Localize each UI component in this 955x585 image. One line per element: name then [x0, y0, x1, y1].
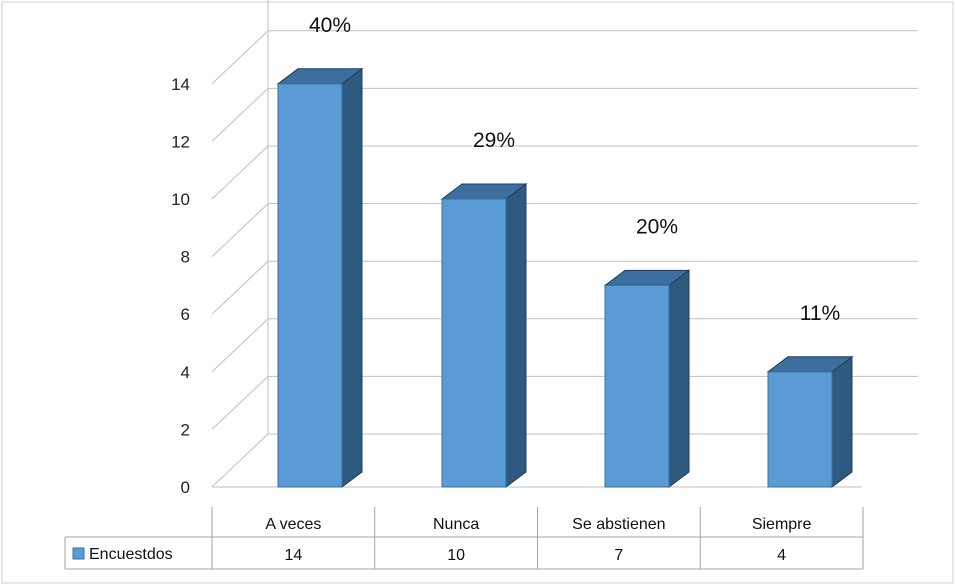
bar-side-face [831, 355, 853, 488]
y-tick-label: 4 [181, 363, 190, 382]
y-tick-label: 10 [171, 190, 190, 209]
gridline-side [211, 376, 269, 430]
percent-label: 11% [800, 302, 840, 325]
gridline-side [211, 145, 269, 200]
category-label: Siempre [752, 516, 812, 533]
legend-key [72, 547, 85, 560]
bar-front-face [604, 284, 670, 488]
gridline-side [211, 260, 269, 315]
table-value: 7 [614, 547, 623, 564]
bar-side-face [341, 67, 363, 488]
category-label: Nunca [433, 516, 479, 533]
y-tick-label: 12 [171, 132, 190, 151]
table-value: 10 [447, 547, 465, 564]
gridline-side [211, 433, 269, 488]
data-table: A veces 14 Nunca 10 Se abstienen 7 Siempre 4 Enc… [64, 507, 864, 570]
y-tick-label: 14 [171, 75, 190, 94]
percent-label: 40% [309, 14, 351, 37]
category-label: A veces [265, 516, 321, 533]
gridline-side [211, 88, 269, 142]
table-value: 4 [777, 547, 786, 564]
bar [766, 355, 854, 488]
bar-front-face [441, 198, 507, 488]
gridlines [211, 0, 918, 488]
bar-front-face [277, 83, 343, 488]
y-tick-label: 2 [181, 420, 190, 439]
y-axis: 0 2 4 6 8 10 12 14 [171, 75, 190, 497]
gridline-side [211, 203, 269, 257]
gridline-side [211, 318, 269, 373]
table-value: 14 [284, 547, 302, 564]
bar [276, 67, 364, 488]
y-tick-label: 0 [181, 478, 190, 497]
y-tick-label: 6 [181, 305, 190, 324]
bar-side-face [505, 183, 527, 488]
category-label: Se abstienen [572, 516, 665, 533]
data-labels: 40% 29% 20% 11% [309, 14, 840, 325]
gridline-side [211, 30, 269, 85]
bars [276, 67, 854, 488]
percent-label: 20% [636, 215, 678, 238]
y-tick-label: 8 [181, 248, 190, 267]
bar [603, 269, 691, 488]
percent-label: 29% [473, 129, 515, 152]
legend-label: Encuestdos [89, 546, 173, 563]
bar-side-face [668, 269, 690, 488]
bar-front-face [767, 371, 833, 488]
bar [440, 183, 528, 488]
